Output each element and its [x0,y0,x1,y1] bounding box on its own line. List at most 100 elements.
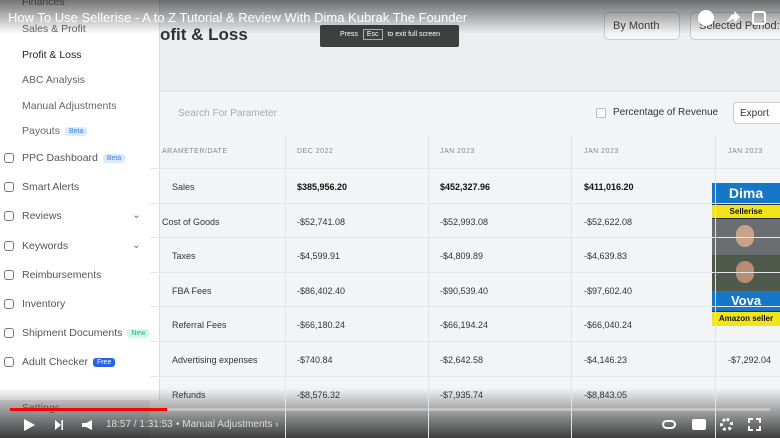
cell-value: -$52,993.08 [440,216,489,227]
row-label: Taxes [172,251,196,262]
cell-value: -$52,741.08 [297,216,346,227]
chapter[interactable]: • Manual Adjustments › [176,419,279,430]
time-display: 18:57 / 1:31:53 [106,419,173,430]
speaker-name: Dima [712,183,780,204]
sidebar-icon [4,328,14,339]
speaker-role: Amazon seller [712,312,780,326]
sidebar-label: Smart Alerts [22,181,80,194]
current-time: 18:57 [106,419,132,430]
webcam [712,255,780,291]
cell-value: $385,956.20 [297,182,348,192]
cell-value: $411,016.20 [584,182,634,192]
row-divider [150,306,780,308]
play-button[interactable] [24,419,35,431]
sidebar-icon [4,153,14,163]
checkbox[interactable] [596,108,606,118]
cell-value: -$7,935.74 [440,389,484,400]
row-divider [150,271,780,273]
sidebar-icon [4,299,14,309]
sidebar-label: PPC Dashboard Beta [22,152,126,164]
watch-later-icon[interactable] [698,10,714,26]
sidebar-item[interactable]: Smart Alerts [0,179,158,197]
sidebar-item[interactable]: Keywords ⌄ [0,238,158,256]
column-header: JAN 2023 [728,148,763,155]
column-divider [571,136,572,438]
captions-button[interactable] [692,419,706,430]
sidebar-item[interactable]: Adult Checker Free [0,354,158,372]
chevron: ⌄ [132,238,141,251]
row-label: Cost of Goods [162,216,220,227]
chapter-title: Manual Adjustments [182,419,273,430]
row-label: Sales [172,182,195,192]
badge: New [127,328,150,338]
sidebar-item[interactable]: Reviews ⌄ [0,208,158,226]
speaker-overlay: Dima Sellerise Vova Amazon seller [712,183,780,326]
sidebar-label: Shipment Documents New [22,327,150,339]
cell-value: -$740.84 [297,355,333,365]
sidebar-icon [4,240,14,251]
row-divider [150,375,780,377]
cell-value: $452,327.96 [440,182,491,192]
cell-value: -$4,599.91 [297,251,341,262]
row-label: Advertising expenses [172,355,258,365]
cell-value: -$2,642.58 [440,355,484,365]
column-divider [428,136,429,438]
sidebar-icon [4,357,14,368]
cell-value: -$66,040.24 [584,320,633,331]
sidebar-item[interactable]: ABC Analysis [0,72,158,90]
row-label: FBA Fees [172,285,212,296]
settings-button[interactable] [720,418,733,431]
sidebar-label: Inventory [22,298,66,310]
next-button[interactable] [55,420,63,430]
controls-shade [0,388,780,438]
volume-button[interactable] [82,420,92,430]
progress-track[interactable] [10,408,770,411]
video-title: How To Use Sellerise - A to Z Tutorial &… [8,10,468,25]
column-divider [715,136,716,438]
speaker-name: Vova [712,291,780,311]
cell-value: -$4,809.89 [440,251,484,262]
hint-text: to exit full screen [387,31,441,38]
autoplay-toggle[interactable] [662,420,676,429]
sidebar-item[interactable]: Manual Adjustments [0,98,158,116]
cell-value: -$97,602.40 [584,285,633,296]
row-divider [150,202,780,204]
cell-value: -$86,402.40 [297,285,346,296]
sidebar-label: Reviews [22,210,62,223]
exit-fullscreen-button[interactable] [748,418,761,431]
cell-value: -$52,622.08 [584,216,633,227]
sidebar-label: Reimbursements [22,268,102,281]
row-divider [150,168,780,169]
sidebar-item[interactable]: PPC Dashboard Beta [0,150,158,168]
search-input[interactable]: Search For Parameter [178,108,277,119]
sidebar-label: Keywords [22,239,69,252]
row-divider [150,237,780,239]
duration: 1:31:53 [139,419,173,430]
export-button[interactable]: Export [733,102,780,124]
sidebar-item[interactable]: Payouts Beta [0,123,158,141]
hint-key: Esc [362,29,383,40]
sidebar-label: Payouts Beta [22,125,88,137]
cell-value: -$4,146.23 [584,355,628,365]
cell-value: -$90,539.40 [440,285,489,296]
column-header: DEC 2022 [297,148,334,155]
row-label: Referral Fees [172,320,227,331]
speaker-role: Sellerise [712,205,780,218]
sidebar-icon [4,269,14,280]
sidebar-item[interactable]: Inventory [0,296,158,314]
sidebar-item[interactable]: Reimbursements [0,267,158,285]
sidebar-item[interactable]: Profit & Loss [0,47,158,65]
sidebar-item[interactable]: Shipment Documents New [0,325,158,343]
progress-played [10,408,167,411]
sidebar-icon [4,211,14,222]
column-divider [285,136,286,438]
cell-value: -$7,292.04 [728,355,772,365]
fullscreen-hint: Press Esc to exit full screen [320,25,459,47]
hint-text: Press [340,31,358,38]
info-icon[interactable] [752,11,766,25]
table-panel [150,92,780,438]
column-header: JAN 2023 [584,148,619,155]
cell-value: -$4,639.83 [584,251,628,262]
sidebar-label: ABC Analysis [22,74,86,86]
